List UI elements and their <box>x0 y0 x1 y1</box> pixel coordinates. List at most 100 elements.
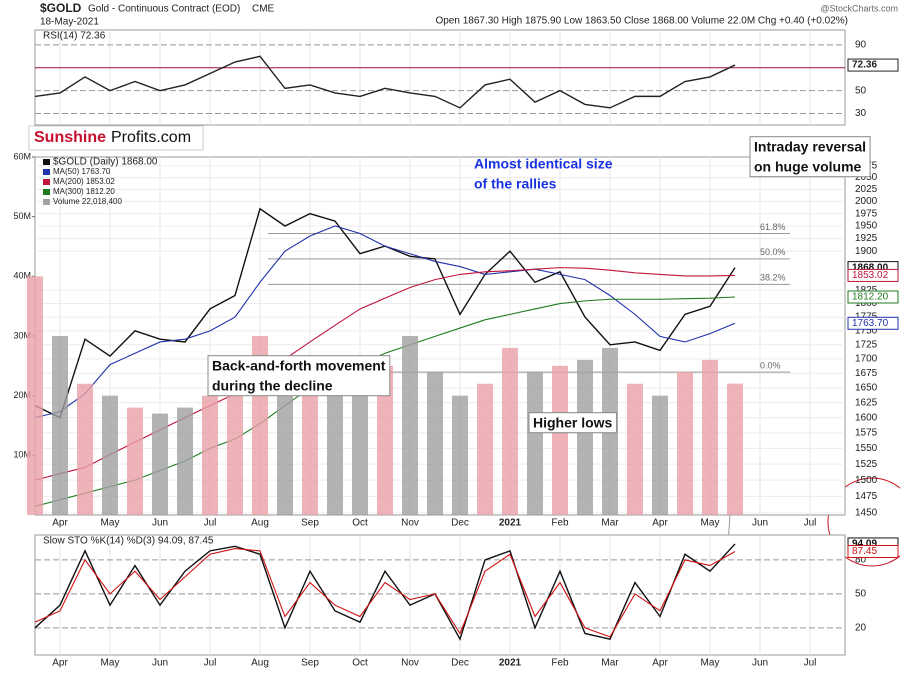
series-line <box>34 548 736 638</box>
x-tick-label: Aug <box>251 518 269 529</box>
series-line <box>34 296 736 507</box>
annotation: Almost identical size of the rallies <box>474 156 613 192</box>
symbol: $GOLD <box>40 1 82 15</box>
x-tick-label: Dec <box>451 518 469 529</box>
legend-label: MA(50) 1763.70 <box>53 167 111 176</box>
volume-bar <box>52 336 68 515</box>
y-tick-label: 90 <box>855 40 867 51</box>
series-line <box>34 267 736 481</box>
legend-swatch <box>43 169 50 175</box>
y-tick-label: 1450 <box>855 508 878 519</box>
value-tag-box <box>847 58 899 72</box>
x-tick-label: Jun <box>752 518 768 529</box>
x-tick-label: Nov <box>401 658 419 669</box>
annotation-text: Intraday reversal <box>754 139 866 155</box>
y-tick-label: 1925 <box>855 233 878 244</box>
x-tick-label: May <box>101 518 120 529</box>
fib-label: 50.0% <box>760 247 786 257</box>
y-tick-label: 80 <box>855 555 867 566</box>
exchange: CME <box>252 4 275 15</box>
y-tick-label: 2025 <box>855 184 878 195</box>
y-tick-label: 1575 <box>855 428 878 439</box>
x-tick-label: Jun <box>152 658 168 669</box>
volume-bar <box>352 359 368 515</box>
volume-bar <box>677 371 693 515</box>
annotation-text: Almost identical size <box>474 156 613 172</box>
annotation-text: on huge volume <box>754 159 862 175</box>
x-tick-label: Aug <box>251 658 269 669</box>
value-tag-box <box>847 544 899 558</box>
y-tick-label: 1675 <box>855 368 878 379</box>
x-tick-label: Feb <box>551 658 569 669</box>
volume-bar <box>277 359 293 515</box>
x-tick-label: 2021 <box>499 518 522 529</box>
volume-bar <box>577 359 593 515</box>
volume-bar <box>452 395 468 515</box>
value-tag: 87.45 <box>852 546 877 557</box>
value-tag: 1853.02 <box>852 270 889 281</box>
volume-bar <box>77 383 93 515</box>
value-tag: 1763.70 <box>852 318 889 329</box>
legend-swatch <box>43 159 50 165</box>
logo-box <box>28 125 204 151</box>
series-line <box>34 55 736 109</box>
y-tick-label: 1650 <box>855 382 878 393</box>
volume-bar <box>552 365 568 515</box>
annotation-box <box>749 136 871 178</box>
fib-label: 38.2% <box>760 273 786 283</box>
x-tick-label: Jul <box>804 658 817 669</box>
y2-tick-label: 20M <box>13 390 31 400</box>
x-tick-label: Nov <box>401 518 419 529</box>
x-tick-label: Jul <box>204 658 217 669</box>
y-tick-label: 1700 <box>855 354 878 365</box>
annotation-text: of the rallies <box>474 176 557 192</box>
y-tick-label: 1525 <box>855 459 878 470</box>
volume-bar <box>427 371 443 515</box>
x-tick-label: Apr <box>652 658 668 669</box>
instrument-name: Gold - Continuous Contract (EOD) <box>88 4 240 15</box>
y2-tick-label: 50M <box>13 211 31 221</box>
y-tick-label: 2000 <box>855 196 878 207</box>
y2-tick-label: 10M <box>13 450 31 460</box>
legend-swatch <box>43 189 50 195</box>
x-tick-label: Jun <box>152 518 168 529</box>
y-tick-label: 1975 <box>855 208 878 219</box>
panel-title: RSI(14) 72.36 <box>43 31 106 42</box>
x-tick-label: Oct <box>352 658 368 669</box>
x-tick-label: Jul <box>804 518 817 529</box>
volume-bar <box>402 336 418 515</box>
logo-part: Profits.com <box>111 129 191 146</box>
x-tick-label: Apr <box>52 518 68 529</box>
annotation-box <box>207 355 391 397</box>
fib-label: 61.8% <box>760 222 786 232</box>
volume-bar <box>177 407 193 515</box>
quote: Open 1867.30 High 1875.90 Low 1863.50 Cl… <box>435 16 848 27</box>
volume-bar <box>127 407 143 515</box>
value-tag-box <box>847 290 899 304</box>
x-tick-label: Jun <box>752 658 768 669</box>
x-tick-label: Apr <box>652 518 668 529</box>
y2-tick-label: 40M <box>13 271 31 281</box>
value-tag: 1812.20 <box>852 292 889 303</box>
y-tick-label: 30 <box>855 108 867 119</box>
annotation-box <box>528 412 618 434</box>
annotation: Higher lows <box>528 412 618 434</box>
x-tick-label: May <box>101 658 120 669</box>
annotation-text: Back-and-forth movement <box>212 358 386 374</box>
annotation-text: Higher lows <box>533 415 613 431</box>
y2-tick-label: 60M <box>13 151 31 161</box>
value-tag: 1868.00 <box>852 262 889 273</box>
series-line <box>34 543 736 641</box>
y-tick-label: 1800 <box>855 298 878 309</box>
legend-label: MA(300) 1812.20 <box>53 187 115 196</box>
x-tick-label: Mar <box>601 658 619 669</box>
x-tick-label: Mar <box>601 518 619 529</box>
y-tick-label: 1750 <box>855 325 878 336</box>
y-tick-label: 50 <box>855 85 867 96</box>
value-tag: 72.36 <box>852 60 877 71</box>
legend-label: Volume 22,018,400 <box>53 197 122 206</box>
x-tick-label: Apr <box>52 658 68 669</box>
circle <box>827 477 900 567</box>
volume-bar <box>502 347 518 515</box>
series-line <box>34 225 736 419</box>
